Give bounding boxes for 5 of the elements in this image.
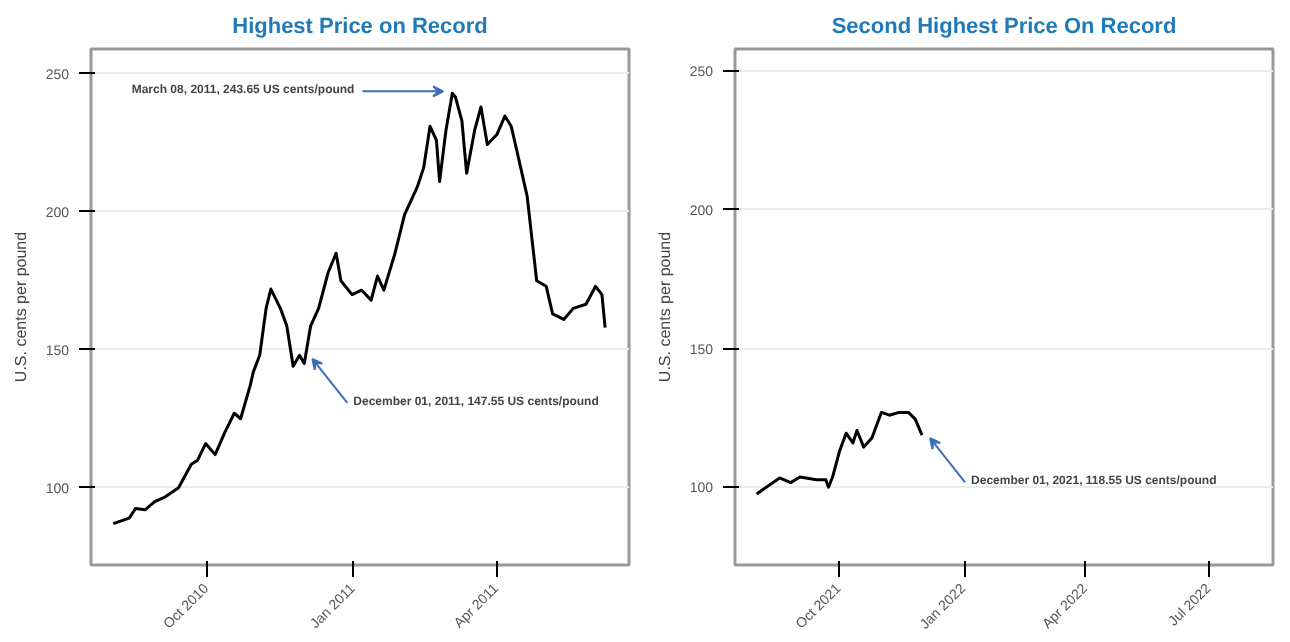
y-axis-title: U.S. cents per pound (11, 231, 30, 383)
chart-title: Second Highest Price On Record (831, 15, 1177, 39)
chart-title: Highest Price on Record (232, 15, 488, 39)
y-axis-title: U.S. cents per pound (655, 231, 674, 383)
line-series (755, 410, 924, 496)
